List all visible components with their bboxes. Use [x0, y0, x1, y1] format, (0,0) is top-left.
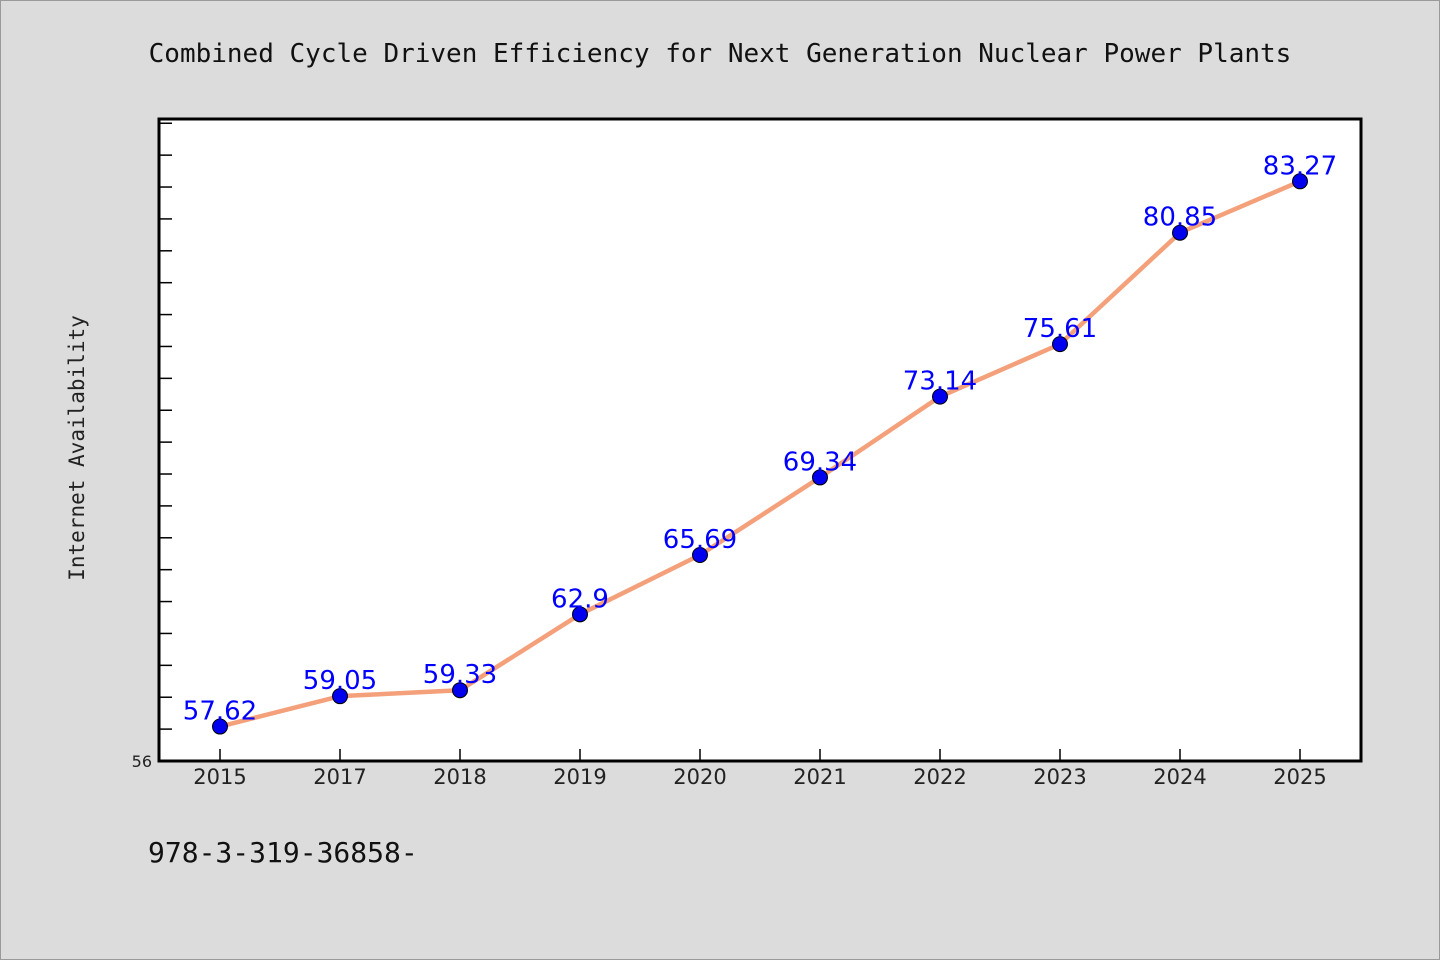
- data-label: 62.9: [551, 584, 609, 614]
- x-tick-label: 2017: [313, 765, 366, 789]
- data-label: 57.62: [183, 697, 257, 727]
- data-label: 75.61: [1023, 314, 1097, 344]
- x-tick-label: 2015: [193, 765, 246, 789]
- series-line: [217, 179, 1303, 729]
- x-tick-label: 2021: [793, 765, 846, 789]
- data-label: 65.69: [663, 525, 737, 555]
- data-point: [452, 682, 468, 699]
- data-label: 83.27: [1263, 151, 1337, 181]
- data-label: 73.14: [903, 367, 977, 397]
- data-label: 80.85: [1143, 203, 1217, 233]
- series-group: [212, 173, 1308, 735]
- x-tick-label: 2018: [433, 765, 486, 789]
- x-axis-ticks: 2015 2017 2018 2019 2020 2021 2022 2023 2024 2025: [193, 749, 1327, 789]
- y-tick-label: 56: [132, 752, 152, 771]
- data-point: [212, 718, 228, 735]
- x-tick-label: 2024: [1153, 765, 1206, 789]
- data-point: [692, 547, 708, 564]
- data-point: [1172, 224, 1188, 241]
- data-labels-group: 57.62 59.05 59.33 62.9 65.69 69.34 73.14 75.61 8…: [183, 151, 1337, 726]
- data-point: [572, 606, 588, 623]
- x-tick-label: 2025: [1273, 765, 1326, 789]
- x-tick-label: 2019: [553, 765, 606, 789]
- data-point: [332, 688, 348, 705]
- chart-title: Combined Cycle Driven Efficiency for Nex…: [149, 39, 1292, 69]
- plot-area: [157, 117, 1363, 763]
- y-axis-ticks: 56: [132, 122, 172, 771]
- x-tick-label: 2022: [913, 765, 966, 789]
- data-point: [1292, 173, 1308, 190]
- x-tick-label: 2023: [1033, 765, 1086, 789]
- footer-text: 978-3-319-36858-: [148, 836, 418, 869]
- y-axis-label: Internet Availability: [65, 315, 89, 581]
- data-point: [812, 469, 828, 486]
- data-point: [932, 388, 948, 405]
- data-label: 69.34: [783, 447, 857, 477]
- x-tick-label: 2020: [673, 765, 726, 789]
- data-point: [1052, 336, 1068, 353]
- data-label: 59.05: [303, 666, 377, 696]
- data-label: 59.33: [423, 660, 497, 690]
